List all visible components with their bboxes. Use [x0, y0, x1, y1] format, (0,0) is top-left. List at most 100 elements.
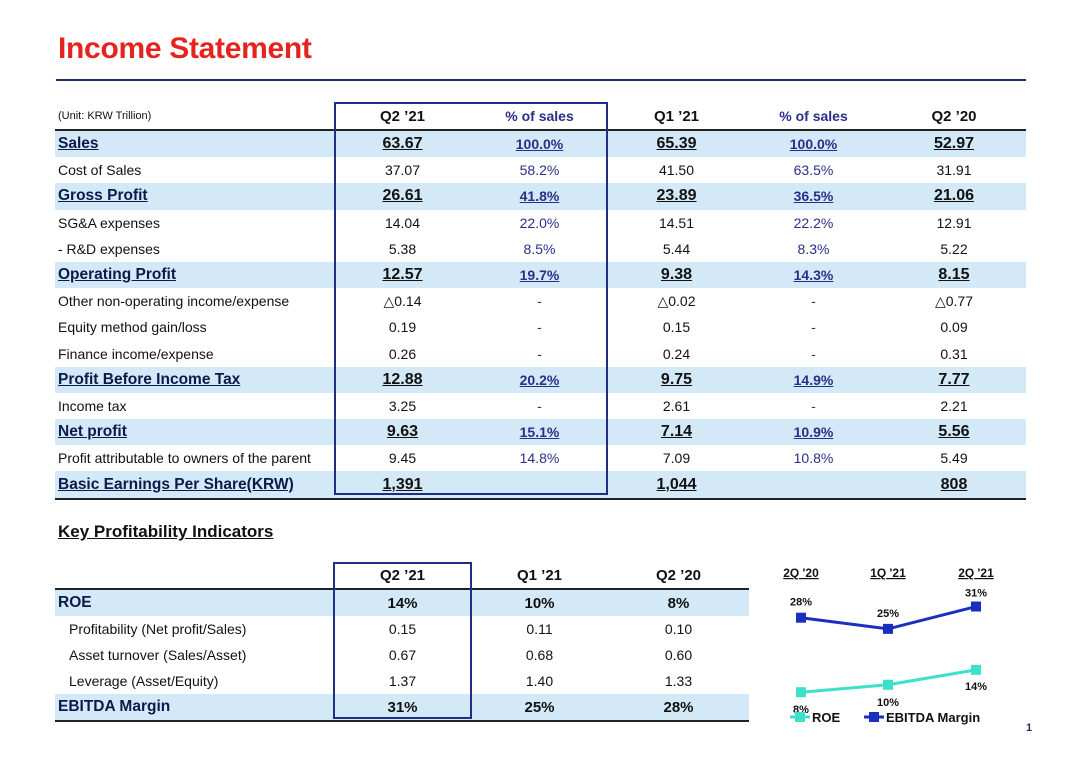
cell-value: 8.5%: [523, 240, 556, 257]
cell-value: 12.57: [334, 261, 471, 289]
unit-label: (Unit: KRW Trillion): [58, 110, 152, 122]
cell-value: 65.39: [608, 130, 745, 158]
cell-value: 0.24: [662, 345, 691, 362]
data-point: [883, 623, 893, 634]
cell-value: -: [811, 397, 816, 414]
data-point: [796, 687, 806, 698]
row-label: - R&D expenses: [58, 240, 160, 257]
cell-value: 5.49: [940, 450, 968, 467]
table-row: Net profit 9.63 15.1% 7.14 10.9% 5.56: [55, 419, 1026, 446]
table-row: Finance income/expense 0.26 - 0.24 - 0.31: [55, 341, 1026, 367]
row-label: Income tax: [58, 397, 127, 414]
page-title: Income Statement: [58, 32, 312, 65]
row-label: Equity method gain/loss: [58, 319, 207, 336]
cell-value: 0.09: [940, 319, 968, 336]
cell-value: 15.1%: [471, 419, 608, 446]
cell-value: 58.2%: [519, 162, 560, 179]
income-statement-table: (Unit: KRW Trillion) Q2 ’21 % of sales Q1 ’…: [55, 103, 1026, 500]
cell-value: 63.5%: [793, 162, 834, 179]
table-row: Operating Profit 12.57 19.7% 9.38 14.3% 8.15: [55, 261, 1026, 289]
income-header-row: (Unit: KRW Trillion) Q2 ’21 % of sales Q1 ’…: [55, 103, 1026, 130]
data-label: 14%: [965, 681, 987, 693]
cell-value: -: [537, 293, 542, 310]
cell-value: 2.21: [940, 397, 968, 414]
cell-value: [745, 471, 882, 500]
table-row: Asset turnover (Sales/Asset) 0.67 0.68 0.60: [55, 642, 749, 668]
table-row: SG&A expenses 14.04 22.0% 14.51 22.2% 12.91: [55, 210, 1026, 236]
table-row: Sales 63.67 100.0% 65.39 100.0% 52.97: [55, 130, 1026, 158]
cell-value: 2.61: [662, 397, 691, 414]
cell-value: 808: [882, 471, 1026, 500]
row-label: Net profit: [55, 419, 334, 446]
title-divider: [56, 79, 1026, 81]
cell-value: △0.14: [383, 292, 422, 309]
cell-value: 10%: [471, 589, 608, 616]
cell-value: 41.50: [658, 162, 695, 179]
cell-value: 14.04: [384, 214, 421, 231]
cell-value: 7.09: [662, 450, 691, 467]
row-label: Profitability (Net profit/Sales): [69, 621, 247, 637]
kpi-header-row: Q2 ’21 Q1 ’21 Q2 ’20: [55, 562, 749, 589]
cell-value: 26.61: [334, 183, 471, 210]
cell-value: -: [537, 397, 542, 414]
row-label: ROE: [55, 589, 334, 616]
table-row: Income tax 3.25 - 2.61 - 2.21: [55, 393, 1026, 419]
cell-value: 1,044: [608, 471, 745, 500]
cell-value: 8%: [608, 589, 749, 616]
cell-value: 0.15: [662, 319, 691, 336]
row-label: Leverage (Asset/Equity): [69, 673, 219, 689]
cell-value: 100.0%: [471, 130, 608, 158]
cell-value: 1.33: [664, 673, 693, 689]
row-label: Sales: [55, 130, 334, 158]
cell-value: 28%: [608, 694, 749, 722]
cell-value: 5.22: [940, 240, 968, 257]
cell-value: 0.10: [664, 621, 693, 637]
cell-value: 14%: [334, 589, 471, 616]
legend-marker: [869, 712, 879, 722]
x-tick-label: 2Q '21: [958, 566, 994, 580]
column-header: Q2 ’21: [379, 566, 426, 584]
x-tick-label: 1Q '21: [870, 566, 906, 580]
cell-value: -: [811, 345, 816, 362]
cell-value: 100.0%: [745, 130, 882, 158]
cell-value: 7.77: [882, 366, 1026, 393]
column-header: Q2 ’20: [655, 566, 702, 584]
cell-value: 36.5%: [745, 183, 882, 210]
column-header: Q1 ’21: [653, 107, 700, 125]
data-label: 31%: [965, 588, 987, 600]
data-label: 10%: [877, 697, 899, 709]
cell-value: 7.14: [608, 419, 745, 446]
row-label: Asset turnover (Sales/Asset): [69, 647, 247, 663]
column-header: Q2 ’20: [931, 107, 977, 125]
data-label: 25%: [877, 608, 899, 620]
table-row: EBITDA Margin 31% 25% 28%: [55, 694, 749, 722]
column-header: % of sales: [505, 108, 574, 124]
empty-header: [55, 562, 334, 589]
table-row: Profit attributable to owners of the par…: [55, 445, 1026, 471]
table-row: Leverage (Asset/Equity) 1.37 1.40 1.33: [55, 668, 749, 694]
table-row: Equity method gain/loss 0.19 - 0.15 - 0.09: [55, 314, 1026, 340]
table-row: - R&D expenses 5.38 8.5% 5.44 8.3% 5.22: [55, 236, 1026, 262]
cell-value: 20.2%: [471, 366, 608, 393]
data-point: [971, 601, 981, 612]
cell-value: 9.63: [334, 419, 471, 446]
column-header: Q2 ’21: [379, 107, 426, 125]
profitability-line-chart: 2Q '20 1Q '21 2Q '218%10%14%28%25%31%ROE EB…: [783, 566, 994, 725]
cell-value: △0.02: [657, 292, 696, 309]
cell-value: 0.15: [388, 621, 417, 637]
cell-value: 0.68: [525, 647, 554, 663]
cell-value: -: [811, 293, 816, 310]
cell-value: 21.06: [882, 183, 1026, 210]
cell-value: 37.07: [384, 162, 421, 179]
cell-value: 12.88: [334, 366, 471, 393]
cell-value: 31%: [334, 694, 471, 722]
row-label: Profit attributable to owners of the par…: [58, 450, 311, 467]
cell-value: 8.3%: [797, 240, 830, 257]
cell-value: 0.60: [664, 647, 693, 663]
table-row: Profitability (Net profit/Sales) 0.15 0.11…: [55, 616, 749, 642]
data-point: [883, 679, 893, 690]
cell-value: 9.38: [608, 261, 745, 289]
cell-value: 22.0%: [519, 214, 560, 231]
cell-value: -: [811, 319, 816, 336]
cell-value: 31.91: [936, 162, 972, 179]
